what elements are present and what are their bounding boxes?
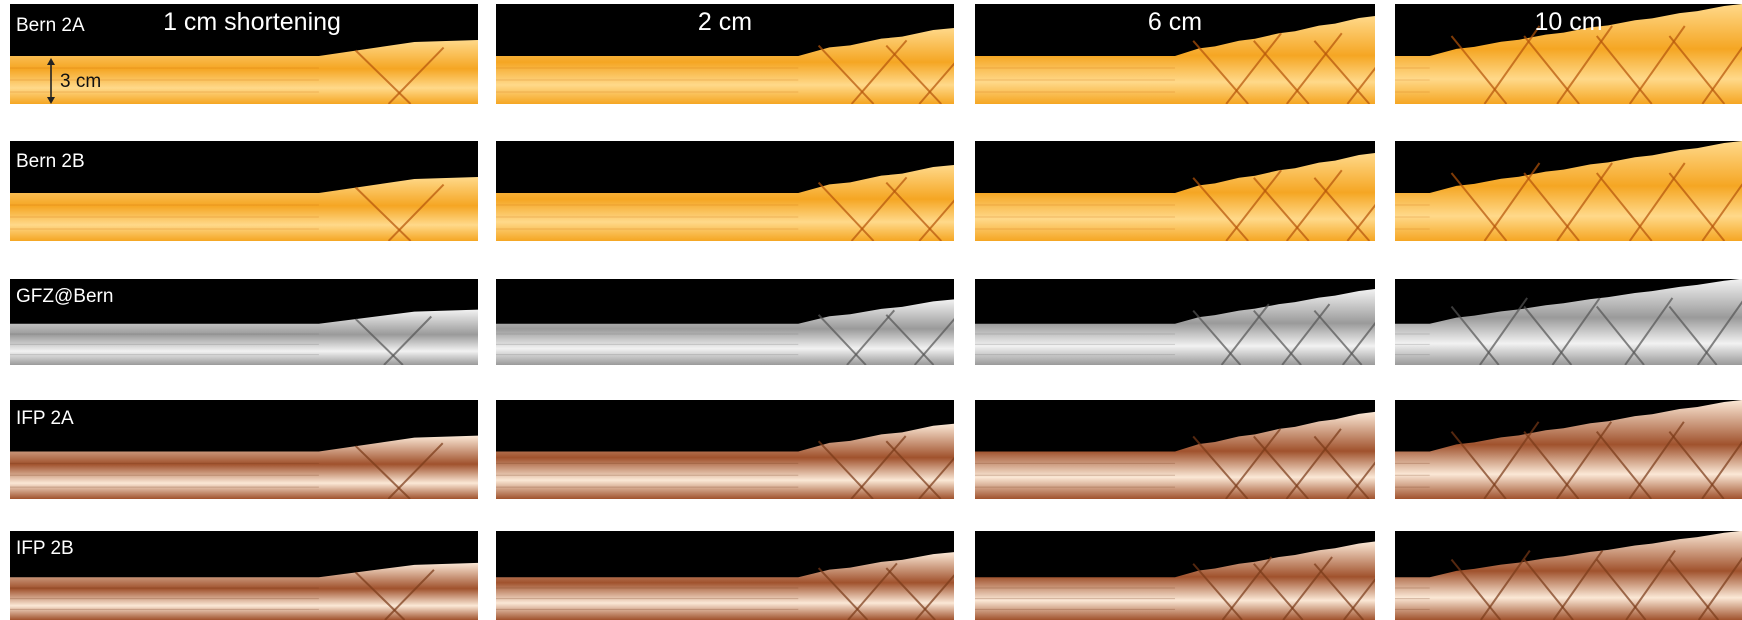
experiment-panel-r3-c4 <box>1395 279 1742 365</box>
row-label-bern-2b: Bern 2B <box>16 151 85 172</box>
experiment-panel-r2-c4 <box>1395 141 1742 241</box>
column-title-2: 2 cm <box>697 8 753 36</box>
experiment-panel-r1-c1 <box>10 4 478 104</box>
experiment-panel-r5-c2 <box>496 531 954 620</box>
experiment-panel-r5-c4 <box>1395 531 1742 620</box>
experiment-panel-r4-c4 <box>1395 400 1742 499</box>
row-label-ifp-2a: IFP 2A <box>16 408 74 429</box>
experiment-panel-r2-c1 <box>10 141 478 241</box>
experiment-panel-r3-c1 <box>10 279 478 365</box>
experiment-panel-r1-c3 <box>975 4 1375 104</box>
row-label-bern-2a: Bern 2A <box>16 15 85 36</box>
column-title-4: 10 cm <box>1534 8 1603 36</box>
experiment-panel-r3-c2 <box>496 279 954 365</box>
experiment-panel-r5-c1 <box>10 531 478 620</box>
column-title-3: 6 cm <box>1147 8 1203 36</box>
scale-bar-label: 3 cm <box>60 71 102 92</box>
row-label-gfz-bern: GFZ@Bern <box>16 286 114 307</box>
experiment-panel-r4-c3 <box>975 400 1375 499</box>
row-label-ifp-2b: IFP 2B <box>16 538 74 559</box>
experiment-panel-r4-c1 <box>10 400 478 499</box>
experiment-panel-r2-c3 <box>975 141 1375 241</box>
experiment-panel-r3-c3 <box>975 279 1375 365</box>
experiment-panel-r1-c4 <box>1395 4 1742 104</box>
scale-bar-arrow-icon <box>47 58 55 104</box>
experiment-panel-r5-c3 <box>975 531 1375 620</box>
column-title-1: 1 cm shortening <box>163 8 341 36</box>
experiment-panel-r4-c2 <box>496 400 954 499</box>
experiment-panel-r2-c2 <box>496 141 954 241</box>
experiment-panel-r1-c2 <box>496 4 954 104</box>
